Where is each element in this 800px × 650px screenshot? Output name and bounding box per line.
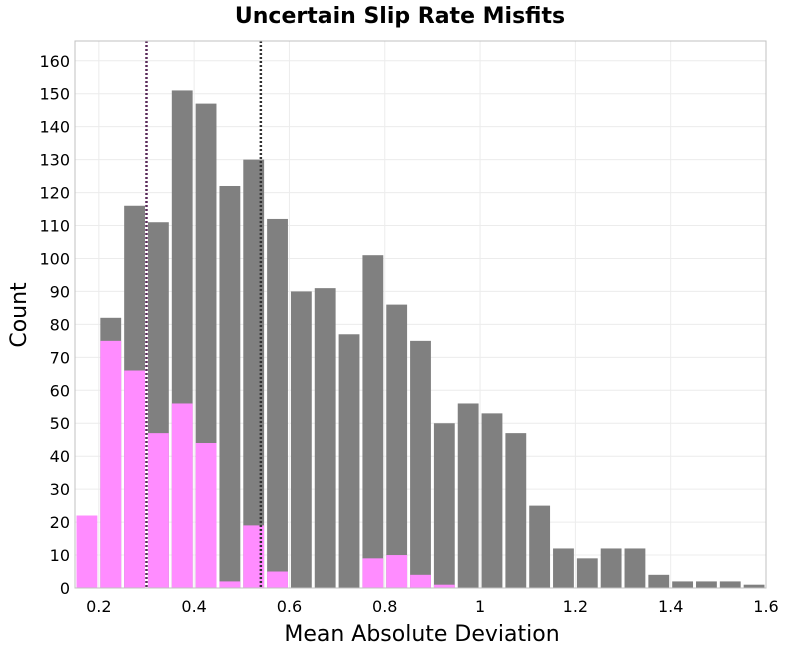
bar-all-21 <box>576 558 598 588</box>
bar-all-28 <box>743 584 765 588</box>
bar-all-22 <box>600 548 622 588</box>
bar-subset-1 <box>100 340 122 588</box>
x-tick-label: 0.4 <box>181 597 206 616</box>
bar-all-17 <box>481 413 503 588</box>
x-tick-label: 0.8 <box>372 597 397 616</box>
y-tick-label: 40 <box>50 447 70 466</box>
bar-subset-5 <box>195 443 217 588</box>
bar-all-24 <box>648 574 670 588</box>
bar-all-14 <box>410 340 431 588</box>
bar-subset-13 <box>386 555 408 588</box>
x-tick-labels: 0.2 0.4 0.6 0.8 1 1.2 1.4 1.6 <box>86 597 779 616</box>
bar-subset-2 <box>124 370 145 588</box>
bar-all-16 <box>457 403 479 588</box>
reference-line-layer <box>145 41 263 588</box>
y-tick-label: 10 <box>50 546 70 565</box>
bar-subset-4 <box>171 403 193 588</box>
x-tick-label: 0.6 <box>277 597 302 616</box>
bar-all-12 <box>362 255 384 588</box>
y-tick-label: 150 <box>39 85 70 104</box>
y-tick-label: 20 <box>50 513 70 532</box>
x-tick-label: 0.2 <box>86 597 111 616</box>
y-tick-label: 100 <box>39 249 70 268</box>
x-axis-label: Mean Absolute Deviation <box>284 622 559 647</box>
bar-all-11 <box>338 334 360 588</box>
bar-all-10 <box>314 288 336 588</box>
y-tick-labels: 0 10 20 30 40 50 60 70 80 90 100 110 120 130 140 150 160 <box>39 52 70 598</box>
bar-all-18 <box>505 433 527 588</box>
y-tick-label: 110 <box>39 217 70 236</box>
bar-all-27 <box>719 581 741 588</box>
plot-frame <box>74 40 767 589</box>
x-tick-label: 1.4 <box>658 597 683 616</box>
bar-subset-12 <box>362 558 384 588</box>
y-tick-label: 0 <box>60 579 70 598</box>
chart-title: Uncertain Slip Rate Misfits <box>235 4 565 29</box>
bar-layer <box>76 90 765 589</box>
bar-subset-0 <box>76 515 98 588</box>
bar-all-15 <box>433 423 455 588</box>
y-tick-label: 60 <box>50 381 70 400</box>
x-tick-label: 1 <box>475 597 485 616</box>
y-tick-label: 160 <box>39 52 70 71</box>
y-tick-label: 80 <box>50 315 70 334</box>
y-tick-label: 130 <box>39 151 70 170</box>
bar-subset-7 <box>243 525 265 588</box>
y-axis-label: Count <box>7 282 32 348</box>
bar-all-13 <box>386 304 408 588</box>
y-tick-label: 90 <box>50 282 70 301</box>
bar-all-20 <box>553 548 574 588</box>
y-tick-label: 50 <box>50 414 70 433</box>
bar-subset-6 <box>219 581 241 588</box>
x-tick-label: 1.2 <box>563 597 588 616</box>
bar-subset-3 <box>147 433 169 588</box>
bar-all-6 <box>219 185 241 589</box>
bar-subset-15 <box>433 584 455 588</box>
bar-all-9 <box>290 291 312 588</box>
bar-all-19 <box>529 505 551 588</box>
bar-all-8 <box>267 218 288 588</box>
bar-subset-14 <box>410 574 431 588</box>
bar-all-23 <box>624 548 646 588</box>
bar-all-26 <box>696 581 717 588</box>
x-tick-label: 1.6 <box>753 597 778 616</box>
y-tick-label: 30 <box>50 480 70 499</box>
bar-all-25 <box>672 581 694 588</box>
y-tick-label: 120 <box>39 184 70 203</box>
y-tick-label: 140 <box>39 118 70 137</box>
bar-subset-8 <box>267 571 288 588</box>
y-tick-label: 70 <box>50 348 70 367</box>
bar-all-7 <box>243 159 265 588</box>
